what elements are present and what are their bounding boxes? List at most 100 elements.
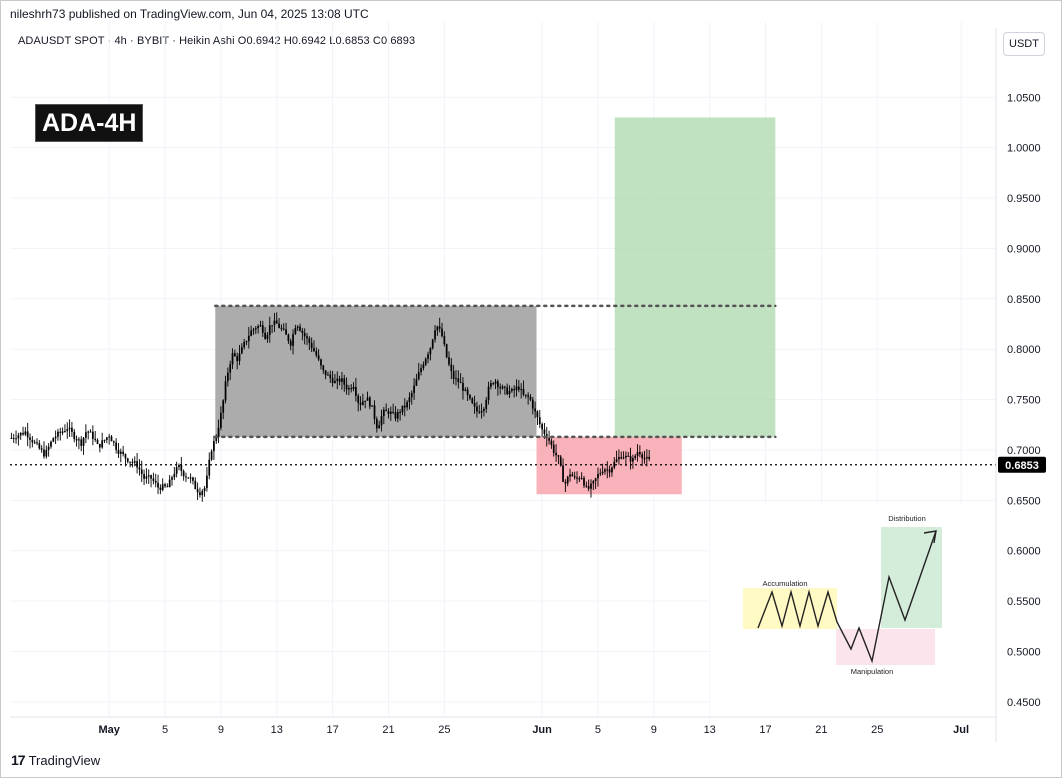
candle-body	[436, 326, 439, 331]
x-tick-label: May	[98, 724, 120, 736]
candle-body	[36, 442, 38, 444]
x-tick-label: 21	[382, 724, 394, 736]
candle-body	[473, 403, 476, 407]
candle-body	[320, 359, 322, 366]
candle-body	[47, 446, 50, 450]
candle-body	[310, 343, 313, 349]
candle-body	[180, 465, 183, 471]
candle-body	[131, 461, 134, 463]
candle-body	[245, 341, 248, 343]
candle-body	[115, 442, 118, 450]
candle-body	[73, 431, 76, 440]
candle-body	[510, 388, 513, 392]
candle-body	[105, 437, 108, 440]
candle-body	[529, 396, 532, 400]
candle-body	[208, 459, 211, 476]
x-tick-label: 21	[815, 724, 827, 736]
candle-body	[371, 405, 374, 407]
candle-body	[338, 378, 341, 382]
candle-body	[236, 356, 239, 362]
candle-body	[587, 486, 590, 489]
candle-body	[282, 328, 285, 330]
candle-body	[434, 330, 436, 340]
tradingview-logo-text: TradingView	[28, 752, 101, 768]
candle-body	[206, 475, 208, 489]
candle-body	[215, 437, 218, 442]
currency-button[interactable]: USDT	[1003, 32, 1045, 56]
candle-body	[394, 412, 397, 419]
last-price-badge	[998, 456, 1046, 473]
candle-body	[466, 389, 469, 395]
published-info: nileshrh73 published on TradingView.com,…	[10, 7, 369, 21]
candle-body	[96, 439, 99, 444]
annotation-boxes	[215, 117, 776, 495]
candle-body	[343, 378, 346, 385]
y-tick-label: 0.4500	[1007, 697, 1041, 709]
candle-body	[138, 467, 141, 470]
y-tick-label: 0.8000	[1007, 344, 1041, 356]
candle-body	[408, 397, 411, 403]
candle-body	[264, 332, 266, 339]
candle-body	[224, 381, 227, 401]
candle-body	[480, 410, 483, 413]
y-tick-label: 1.0500	[1007, 92, 1041, 104]
candle-body	[583, 477, 585, 486]
candle-body	[33, 442, 36, 444]
candle-body	[457, 378, 460, 383]
candle-body	[352, 386, 355, 390]
accumulation-label: Accumulation	[762, 579, 807, 588]
candle-body	[541, 424, 543, 430]
candle-body	[471, 398, 474, 404]
candle-body	[306, 336, 308, 339]
candle-body	[585, 485, 588, 487]
candle-body	[89, 431, 92, 433]
candle-body	[317, 355, 320, 360]
candle-body	[196, 489, 199, 493]
candle-body	[578, 478, 581, 480]
candle-body	[189, 477, 192, 479]
candle-body	[501, 386, 504, 389]
candle-body	[399, 411, 401, 413]
tradingview-logo[interactable]: 17 TradingView	[11, 752, 100, 768]
candle-body	[606, 469, 609, 471]
candle-body	[403, 405, 406, 408]
candle-body	[143, 474, 145, 479]
candle-body	[538, 417, 541, 425]
candle-body	[336, 378, 339, 381]
y-tick-label: 0.7000	[1007, 445, 1041, 457]
tradingview-logo-icon: 17	[11, 752, 26, 768]
chart-label: ADA-4H	[35, 104, 144, 142]
candle-body	[275, 320, 278, 324]
candle-body	[71, 427, 73, 432]
x-tick-label: 5	[595, 724, 601, 736]
candle-body	[580, 477, 583, 479]
candle-body	[273, 320, 276, 326]
candle-body	[459, 382, 462, 384]
candle-body	[238, 353, 241, 362]
candle-body	[140, 469, 143, 475]
candle-body	[29, 437, 31, 440]
candle-body	[357, 395, 360, 403]
x-tick-label: 17	[759, 724, 771, 736]
candle-body	[171, 477, 173, 480]
candle-body	[536, 411, 539, 418]
candle-body	[427, 354, 429, 359]
candle-body	[50, 441, 52, 447]
grid	[10, 22, 996, 717]
candle-body	[410, 393, 413, 398]
y-tick-label: 0.7500	[1007, 395, 1041, 407]
candle-body	[643, 458, 646, 460]
candle-body	[31, 439, 34, 443]
candle-body	[292, 334, 294, 346]
candle-body	[299, 326, 301, 331]
candle-body	[68, 427, 71, 430]
x-tick-label: 9	[651, 724, 657, 736]
candle-body	[599, 473, 602, 475]
candle-body	[280, 327, 283, 329]
candle-body	[382, 409, 385, 417]
x-tick-label: Jul	[953, 724, 969, 736]
y-tick-label: 0.5000	[1007, 647, 1041, 659]
candle-body	[259, 325, 262, 327]
candle-body	[66, 429, 69, 432]
